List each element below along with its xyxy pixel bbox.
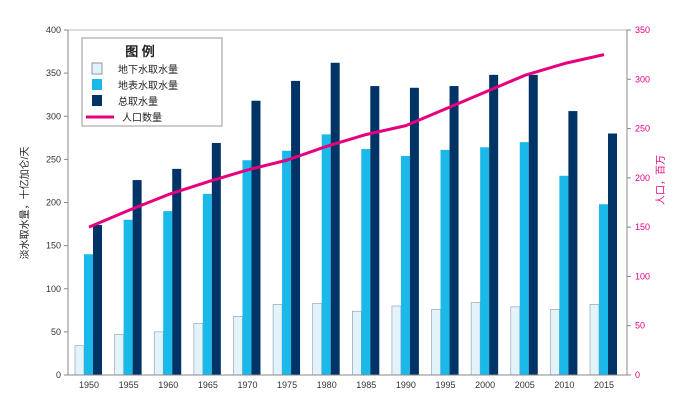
x-tick-label: 1985	[356, 380, 376, 390]
y2-tick-label: 150	[635, 222, 650, 232]
legend-label: 地表水取水量	[118, 79, 178, 92]
bar-surface-water-1960	[163, 211, 173, 375]
bar-total-1990	[409, 87, 419, 375]
bar-groundwater-1955	[114, 334, 124, 376]
y-tick-label: 50	[51, 327, 61, 337]
x-tick-label: 1960	[158, 380, 178, 390]
bar-groundwater-1975	[272, 303, 283, 376]
bar-total-1955	[132, 180, 142, 375]
bar-total-2005	[528, 74, 538, 375]
bar-surface-water-1980	[321, 134, 331, 375]
bar-surface-water-1955	[123, 219, 133, 375]
legend-label: 人口数量	[122, 111, 162, 124]
y2-tick-label: 350	[635, 25, 650, 35]
y-tick-label: 400	[46, 25, 61, 35]
legend-swatch	[91, 62, 103, 75]
bar-groundwater-1990	[391, 305, 402, 376]
bar-groundwater-2000	[470, 302, 481, 376]
x-tick-label: 1980	[317, 380, 337, 390]
bar-surface-water-2015	[599, 204, 608, 375]
bar-total-2010	[568, 111, 578, 375]
bar-total-1980	[330, 62, 340, 376]
bar-surface-water-1965	[202, 193, 212, 375]
bar-total-1970	[251, 100, 261, 375]
y-tick-label: 200	[46, 198, 61, 208]
bar-total-1975	[291, 80, 301, 375]
bar-groundwater-2015	[589, 303, 600, 376]
bar-total-1960	[172, 168, 182, 375]
x-tick-label: 2000	[475, 380, 495, 390]
x-tick-label: 1955	[119, 380, 139, 390]
y-tick-label: 250	[46, 154, 61, 164]
y-tick-label: 100	[46, 284, 61, 294]
y-tick-label: 300	[46, 111, 61, 121]
x-tick-label: 1965	[198, 380, 218, 390]
y2-axis-label: 人口，百万	[655, 155, 667, 205]
y-tick-label: 0	[56, 370, 61, 380]
y2-tick-label: 300	[635, 74, 650, 84]
bar-groundwater-1980	[312, 303, 322, 376]
legend-swatch	[92, 79, 102, 90]
bar-surface-water-2000	[480, 147, 490, 375]
bar-surface-water-1970	[242, 160, 252, 375]
bar-surface-water-1995	[440, 149, 450, 375]
x-tick-label: 1970	[237, 380, 257, 390]
x-tick-label: 1995	[436, 380, 456, 390]
y2-tick-label: 100	[635, 271, 650, 281]
x-tick-label: 2015	[594, 380, 614, 390]
bar-surface-water-2010	[559, 175, 569, 375]
bar-total-1965	[211, 142, 221, 375]
bar-groundwater-2005	[510, 306, 521, 376]
y2-tick-label: 0	[635, 370, 640, 380]
bar-surface-water-1975	[282, 150, 292, 375]
bar-groundwater-2010	[550, 309, 560, 376]
bar-groundwater-1960	[153, 331, 164, 376]
bar-total-1950	[93, 224, 102, 375]
bar-total-1995	[449, 86, 459, 375]
bar-groundwater-1950	[74, 345, 85, 376]
x-tick-label: 2005	[515, 380, 535, 390]
y-tick-label: 150	[46, 241, 61, 251]
y-tick-label: 350	[46, 68, 61, 78]
y2-tick-label: 200	[635, 173, 650, 183]
bar-surface-water-2005	[519, 142, 529, 375]
bar-groundwater-1985	[352, 310, 362, 376]
bar-surface-water-1950	[84, 254, 93, 375]
bar-groundwater-1970	[233, 316, 243, 376]
y2-tick-label: 250	[635, 124, 650, 134]
x-tick-label: 1950	[79, 380, 99, 390]
bar-groundwater-1995	[431, 309, 441, 376]
bar-total-2015	[608, 133, 617, 375]
legend-swatch	[92, 95, 102, 106]
bar-total-2000	[489, 74, 499, 375]
bar-surface-water-1990	[400, 155, 410, 375]
bar-total-1985	[370, 86, 380, 375]
y2-tick-label: 50	[635, 321, 645, 331]
bar-groundwater-1965	[193, 322, 204, 376]
x-tick-label: 1975	[277, 380, 297, 390]
population-line	[88, 53, 605, 229]
legend-label: 地下水取水量	[118, 63, 178, 76]
bar-surface-water-1985	[361, 149, 371, 375]
y-axis-label: 淡水取水量，十亿加仑/天	[18, 147, 31, 260]
x-tick-label: 2010	[554, 380, 574, 390]
x-tick-label: 1990	[396, 380, 416, 390]
legend-title: 图 例	[125, 44, 155, 59]
legend-label: 总取水量	[118, 95, 158, 108]
